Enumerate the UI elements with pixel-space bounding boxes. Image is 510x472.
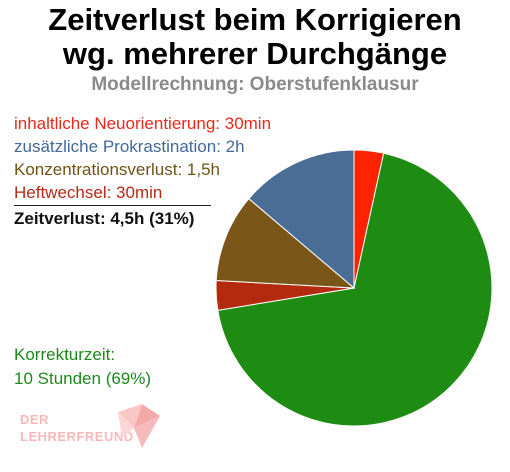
pie-slice-zusätzliche-prokrastination	[248, 149, 355, 290]
korrekturzeit-label-line1: Korrekturzeit:	[14, 345, 116, 364]
logo-text-line1: DER	[20, 412, 49, 427]
chart-title-line1: Zeitverlust beim Korrigieren	[48, 2, 462, 37]
logo-star-icon	[118, 404, 160, 448]
korrekturzeit-label-line2: 10 Stunden (69%)	[14, 369, 152, 388]
legend: inhaltliche Neuorientierung: 30min zusät…	[14, 112, 271, 230]
logo-text-line2: LEHRERFREUND	[20, 429, 134, 444]
chart-subtitle: Modellrechnung: Oberstufenklausur	[91, 74, 419, 95]
legend-divider	[14, 205, 211, 206]
legend-item-neuorientierung: inhaltliche Neuorientierung: 30min	[14, 114, 272, 133]
chart-title-line2: wg. mehrerer Durchgänge	[62, 36, 448, 71]
legend-item-konzentrationsverlust: Konzentrationsverlust: 1,5h	[14, 160, 221, 179]
legend-item-heftwechsel: Heftwechsel: 30min	[14, 183, 163, 202]
lehrerfreund-logo: DER LEHRERFREUND	[20, 400, 170, 456]
pie-slice-korrekturzeit	[217, 152, 493, 427]
korrekturzeit-label: Korrekturzeit: 10 Stunden (69%)	[14, 343, 151, 391]
legend-item-prokrastination: zusätzliche Prokrastination: 2h	[14, 137, 245, 156]
pie-slice-konzentrationsverlust	[215, 197, 356, 289]
total-time-loss-label: Zeitverlust: 4,5h (31%)	[14, 209, 195, 228]
